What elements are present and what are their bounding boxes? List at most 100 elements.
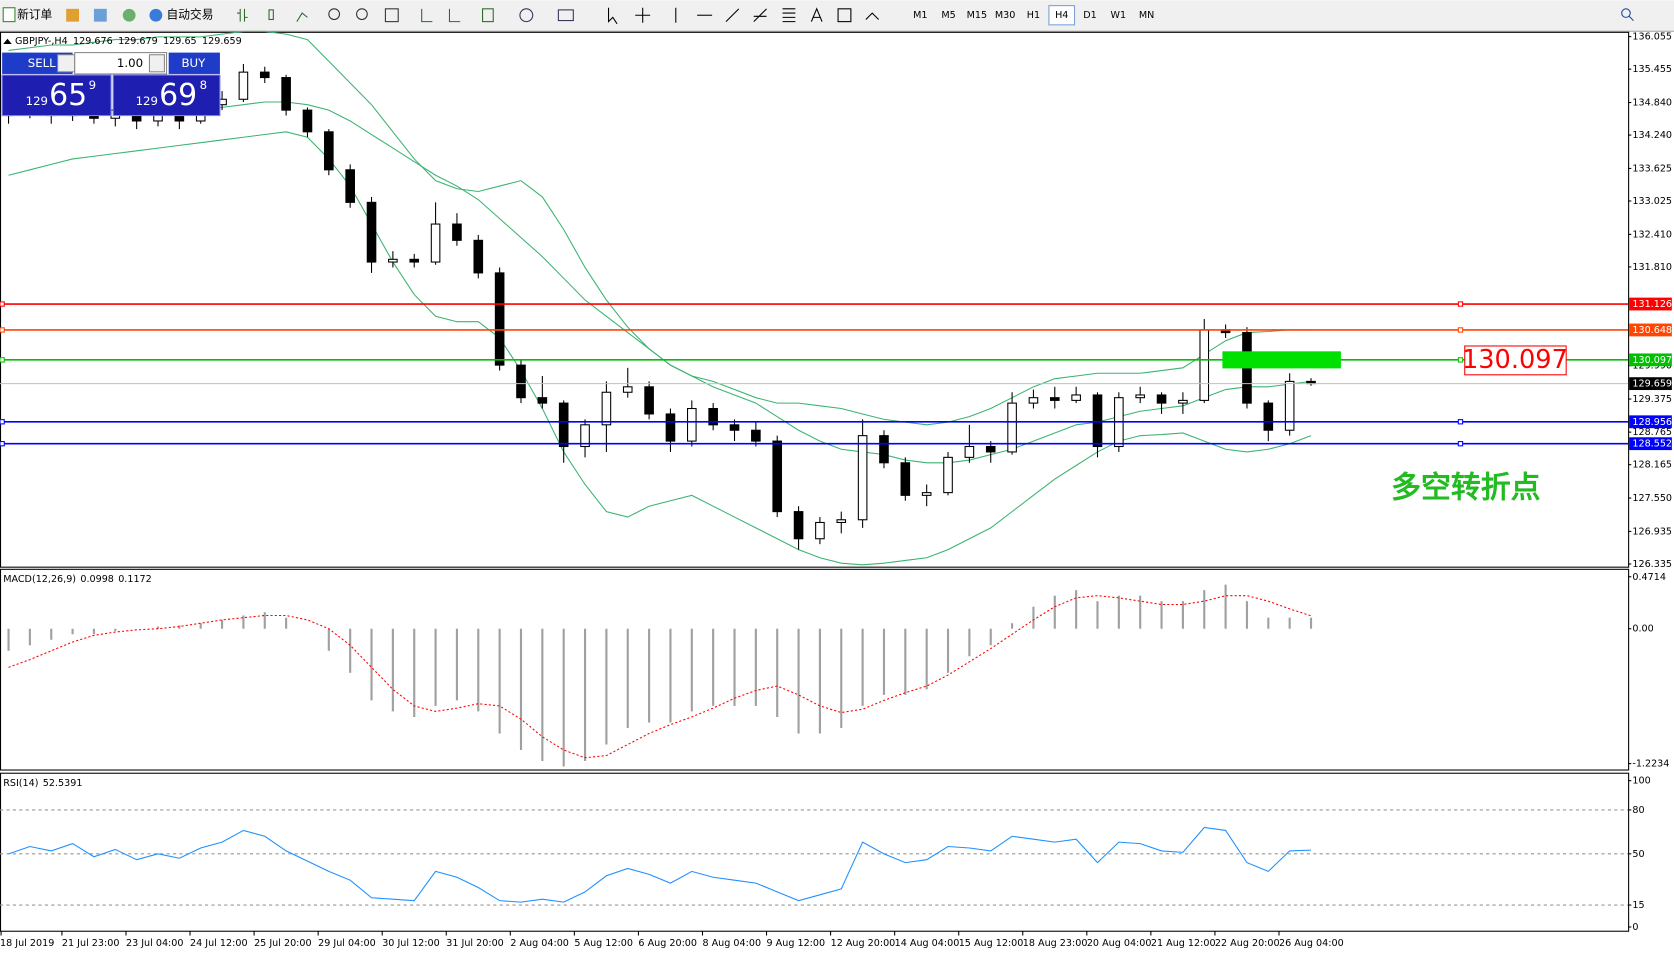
candle-body [345,169,355,203]
cursor-icon[interactable] [607,7,618,25]
candle-body [324,131,334,171]
shift-icon[interactable] [448,8,461,23]
scroll-icon[interactable] [421,8,433,23]
channel-icon[interactable] [753,8,767,23]
terminal-icon[interactable] [122,8,136,22]
header-value: 129.676 [73,36,113,47]
time-label: 6 Aug 20:00 [638,938,697,949]
lot-field[interactable] [74,52,168,75]
timeframe-button[interactable]: H4 [1055,10,1068,21]
arrows-icon[interactable] [865,12,880,20]
timeframe-button[interactable]: M30 [995,10,1016,21]
fibo-icon[interactable] [782,8,796,23]
candle-chart-icon[interactable] [268,9,274,21]
search-icon-handle [1628,15,1634,21]
time-label: 18 Aug 23:00 [1023,938,1088,949]
lot-up[interactable] [148,54,165,73]
crosshair-icon[interactable] [635,7,651,23]
navigator-icon[interactable] [93,8,107,22]
candle-body [772,440,783,513]
turning-zone [1222,351,1341,369]
candle-body [1135,394,1146,399]
level-tag [1629,297,1672,311]
autotrade-icon[interactable] [149,8,163,22]
level-anchor [1457,357,1464,363]
timeframe-button[interactable]: M5 [941,10,955,21]
new-order-icon[interactable] [2,7,16,23]
y-tick-label: 129.375 [1632,394,1672,405]
new-order-button[interactable]: 新订单 [17,8,52,22]
timeframe-button[interactable]: D1 [1083,10,1097,21]
buy-price-small: 129 [136,94,158,108]
candle-body [516,364,526,399]
timeframe-button[interactable]: W1 [1111,10,1127,21]
indicator-value: 0.1172 [118,574,152,585]
timeframe-button[interactable]: H1 [1027,10,1040,21]
y-tick-label: 0.00 [1632,624,1653,635]
time-label: 9 Aug 12:00 [767,938,826,949]
buy-price-box[interactable] [112,74,221,117]
candle-body [1156,394,1167,404]
lot-size[interactable]: 1.00 [117,56,143,70]
auto-trading-button[interactable]: 自动交易 [167,8,214,22]
level-anchor [0,301,5,307]
time-label: 18 Jul 2019 [0,938,54,949]
templates-icon[interactable] [557,9,574,22]
y-tick-label: 128.165 [1632,460,1672,471]
buy-price-big: 69 [159,78,197,113]
candle-body [836,519,847,524]
zoom-out-icon[interactable] [356,8,368,21]
line-chart-icon[interactable] [296,12,308,22]
candle-body [793,511,804,540]
trendline-icon[interactable] [725,8,740,23]
buy-button[interactable]: BUY [181,56,206,70]
timeframe-button[interactable]: M1 [913,10,927,21]
periods-icon[interactable] [519,8,534,23]
buy-button-bg[interactable] [168,52,220,74]
candle-body [366,201,377,263]
candle-body [1007,402,1017,453]
sell-button-bg[interactable] [2,52,73,74]
candle-body [494,272,505,366]
y-tick-label: 126.335 [1632,559,1672,570]
search-icon[interactable] [1621,8,1631,18]
zoom-in-icon[interactable] [328,8,341,21]
time-label: 22 Aug 20:00 [1215,938,1280,949]
candle-body [665,413,676,442]
level-tag [1629,437,1672,451]
macd-signal [8,595,1312,759]
level-anchor [1457,327,1464,333]
indicator-value: 52.5391 [43,778,83,789]
y-tick-label: 134.840 [1632,98,1672,109]
tile-icon[interactable] [384,8,399,23]
candle-body [622,386,633,393]
indicators-icon[interactable] [482,8,494,23]
header-arrow [3,38,12,45]
candle-body [558,402,569,448]
history-icon[interactable] [66,8,80,22]
level-label: 128.956 [1632,417,1672,428]
toolbar: 新订单 自动交易 [0,0,1674,32]
candle-body [473,239,484,274]
toolbar-icons[interactable] [237,7,1634,25]
text-icon[interactable] [810,7,823,22]
timeframe-button[interactable]: MN [1139,10,1154,21]
level-anchor [0,357,5,363]
indicator-header: MACD(12,26,9) 0.0998 0.1172 [3,574,152,585]
sell-button[interactable]: SELL [28,56,56,70]
candle-body [1071,394,1081,401]
buy-price-pip: 8 [200,78,207,92]
sell-price-box[interactable] [1,74,112,117]
header-value: 129.679 [118,36,158,47]
y-tick-label: 0.4714 [1632,572,1666,583]
time-label: 8 Aug 04:00 [702,938,761,949]
indicator-header: RSI(14) 52.5391 [3,778,82,789]
label-icon[interactable] [837,8,852,23]
timeframe-button[interactable]: M15 [967,10,987,21]
level-label: 130.648 [1632,325,1672,336]
lot-down[interactable] [57,54,76,73]
bar-chart-icon[interactable] [237,8,248,22]
candle-body [580,424,590,448]
candle-body [1284,380,1295,431]
